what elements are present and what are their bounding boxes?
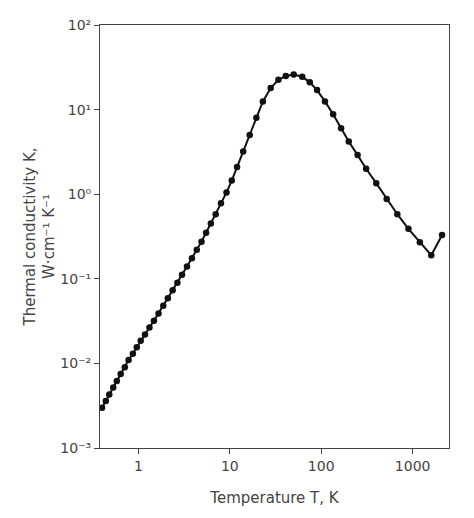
svg-text:1: 1	[134, 458, 143, 474]
svg-text:1000: 1000	[395, 458, 431, 474]
svg-text:10⁻¹: 10⁻¹	[60, 271, 91, 287]
svg-text:Temperature T, K: Temperature T, K	[209, 489, 339, 507]
svg-text:10²: 10²	[68, 17, 91, 33]
svg-text:10⁰: 10⁰	[68, 186, 92, 202]
svg-text:10: 10	[221, 458, 239, 474]
svg-text:10⁻²: 10⁻²	[60, 355, 91, 371]
svg-text:Thermal conductivity K,W·cm⁻¹: Thermal conductivity K,W·cm⁻¹ K⁻¹	[21, 148, 59, 327]
svg-text:100: 100	[308, 458, 335, 474]
svg-text:10¹: 10¹	[68, 102, 91, 118]
svg-text:10⁻³: 10⁻³	[60, 440, 91, 456]
